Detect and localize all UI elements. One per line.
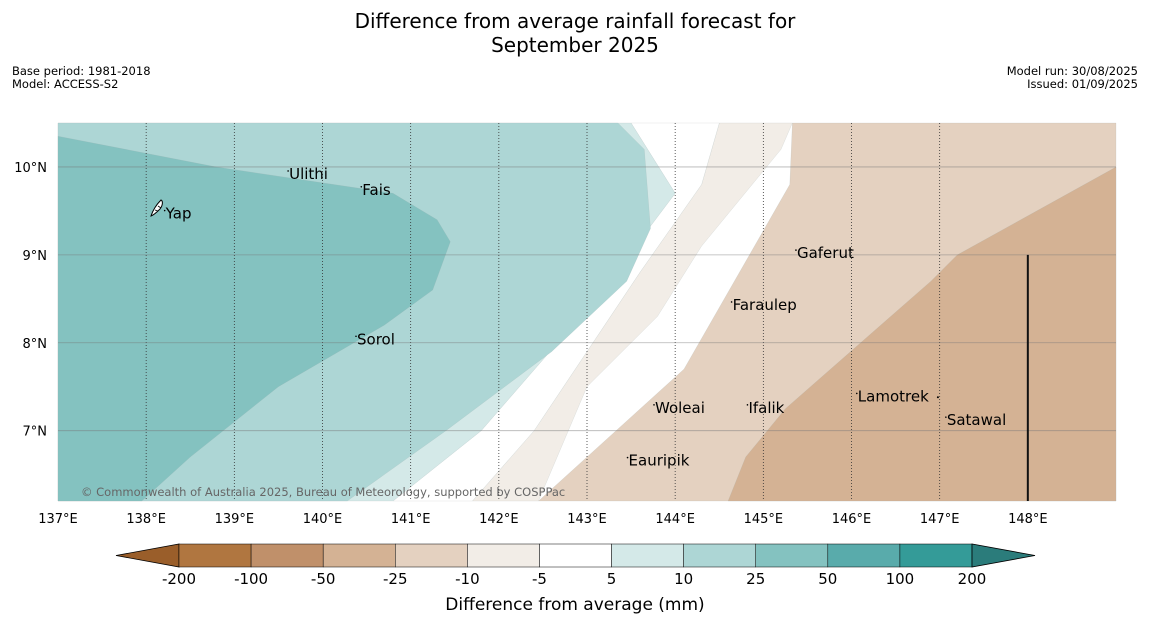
title-line-2: September 2025	[491, 33, 659, 57]
lon-tick-label: 145°E	[744, 512, 784, 527]
place-marker	[355, 335, 357, 338]
place-label-sorol: Sorol	[357, 330, 395, 348]
place-label-ulithi: Ulithi	[289, 165, 328, 183]
colorbar-segment	[683, 543, 756, 568]
lon-tick-label: 144°E	[655, 512, 695, 527]
colorbar-segment	[467, 543, 540, 568]
place-label-satawal: Satawal	[947, 411, 1006, 429]
colorbar-segment	[899, 543, 973, 568]
lat-tick-label: 7°N	[23, 425, 48, 440]
place-labels: Ulithi Fais Yap Gaferut Faraulep Sorol Lamotre…	[163, 165, 1006, 470]
meta-right: Model run: 30/08/2025 Issued: 01/09/2025	[1007, 65, 1138, 91]
place-label-faraulep: Faraulep	[733, 296, 797, 314]
place-label-lamotrek: Lamotrek	[858, 387, 929, 405]
place-label-eauripik: Eauripik	[629, 452, 690, 470]
colorbar-tick: 25	[746, 570, 765, 588]
place-label-ifalik: Ifalik	[748, 399, 784, 417]
place-marker	[626, 456, 629, 459]
colorbar-tick: 50	[818, 570, 837, 588]
colorbar-tick: -200	[162, 570, 196, 588]
place-marker	[360, 186, 363, 188]
lat-tick-label: 9°N	[23, 249, 48, 264]
lon-tick-label: 148°E	[1008, 512, 1048, 527]
colorbar-tick-labels: -200 -100 -50 -25 -10 -5 5 10 25 50 100 200	[162, 570, 986, 588]
lat-tick-label: 8°N	[23, 337, 48, 352]
colorbar-tick: 10	[674, 570, 693, 588]
colorbar-tick: -100	[234, 570, 268, 588]
lat-tick-label: 10°N	[14, 161, 47, 176]
colorbar-tick: 5	[607, 570, 617, 588]
place-marker	[730, 301, 733, 303]
colorbar-segment	[827, 543, 901, 568]
lon-tick-label: 138°E	[126, 512, 166, 527]
copyright-text: © Commonwealth of Australia 2025, Bureau…	[81, 485, 565, 499]
model-name: Model: ACCESS-S2	[12, 77, 119, 91]
place-label-fais: Fais	[362, 181, 391, 199]
map-gridlines	[58, 123, 1116, 501]
yap-island-outline	[150, 199, 163, 217]
colorbar-extend-low	[115, 543, 180, 568]
colorbar-segment	[539, 543, 612, 568]
island-dot	[936, 396, 939, 399]
colorbar-tick: -25	[383, 570, 408, 588]
place-label-woleai: Woleai	[655, 399, 705, 417]
lon-tick-label: 146°E	[832, 512, 872, 527]
place-marker	[855, 392, 858, 395]
place-marker	[945, 416, 947, 418]
place-label-gaferut: Gaferut	[797, 244, 854, 262]
colorbar-segment	[755, 543, 829, 568]
meta-left: Base period: 1981-2018 Model: ACCESS-S2	[12, 65, 151, 91]
colorbar-segment	[250, 543, 324, 568]
chart-title: Difference from average rainfall forecas…	[0, 9, 1150, 57]
region-1	[727, 166, 1117, 502]
colorbar-segment	[322, 543, 396, 568]
colorbar-segment	[178, 543, 252, 568]
lon-tick-label: 139°E	[215, 512, 255, 527]
model-run: Model run: 30/08/2025	[1006, 64, 1138, 78]
place-marker	[287, 170, 289, 172]
lon-tick-label: 137°E	[38, 512, 78, 527]
colorbar-tick: -5	[532, 570, 547, 588]
region-6	[57, 136, 451, 502]
place-marker	[746, 404, 749, 406]
base-period: Base period: 1981-2018	[12, 64, 151, 78]
colorbar-segment	[611, 543, 684, 568]
colorbar-tick: -10	[455, 570, 480, 588]
longitude-tick-labels: 137°E 138°E 139°E 140°E 141°E 142°E 143°E 144°E…	[38, 512, 1047, 527]
place-marker	[163, 209, 166, 212]
lon-tick-label: 143°E	[567, 512, 607, 527]
latitude-tick-labels: 10°N 9°N 8°N 7°N	[14, 161, 47, 440]
lon-tick-label: 142°E	[479, 512, 519, 527]
colorbar	[115, 543, 1036, 568]
colorbar-tick: 100	[886, 570, 915, 588]
issued-date: Issued: 01/09/2025	[1027, 77, 1138, 91]
lon-tick-label: 141°E	[391, 512, 431, 527]
colorbar-tick: 200	[958, 570, 987, 588]
colorbar-label: Difference from average (mm)	[445, 595, 704, 615]
place-marker	[795, 249, 797, 251]
lon-tick-label: 147°E	[920, 512, 960, 527]
place-label-yap: Yap	[165, 205, 192, 223]
lon-tick-label: 140°E	[303, 512, 343, 527]
colorbar-segment	[395, 543, 468, 568]
colorbar-extend-high	[971, 543, 1036, 568]
colorbar-tick: -50	[311, 570, 336, 588]
place-marker	[653, 404, 655, 406]
title-line-1: Difference from average rainfall forecas…	[354, 9, 796, 33]
